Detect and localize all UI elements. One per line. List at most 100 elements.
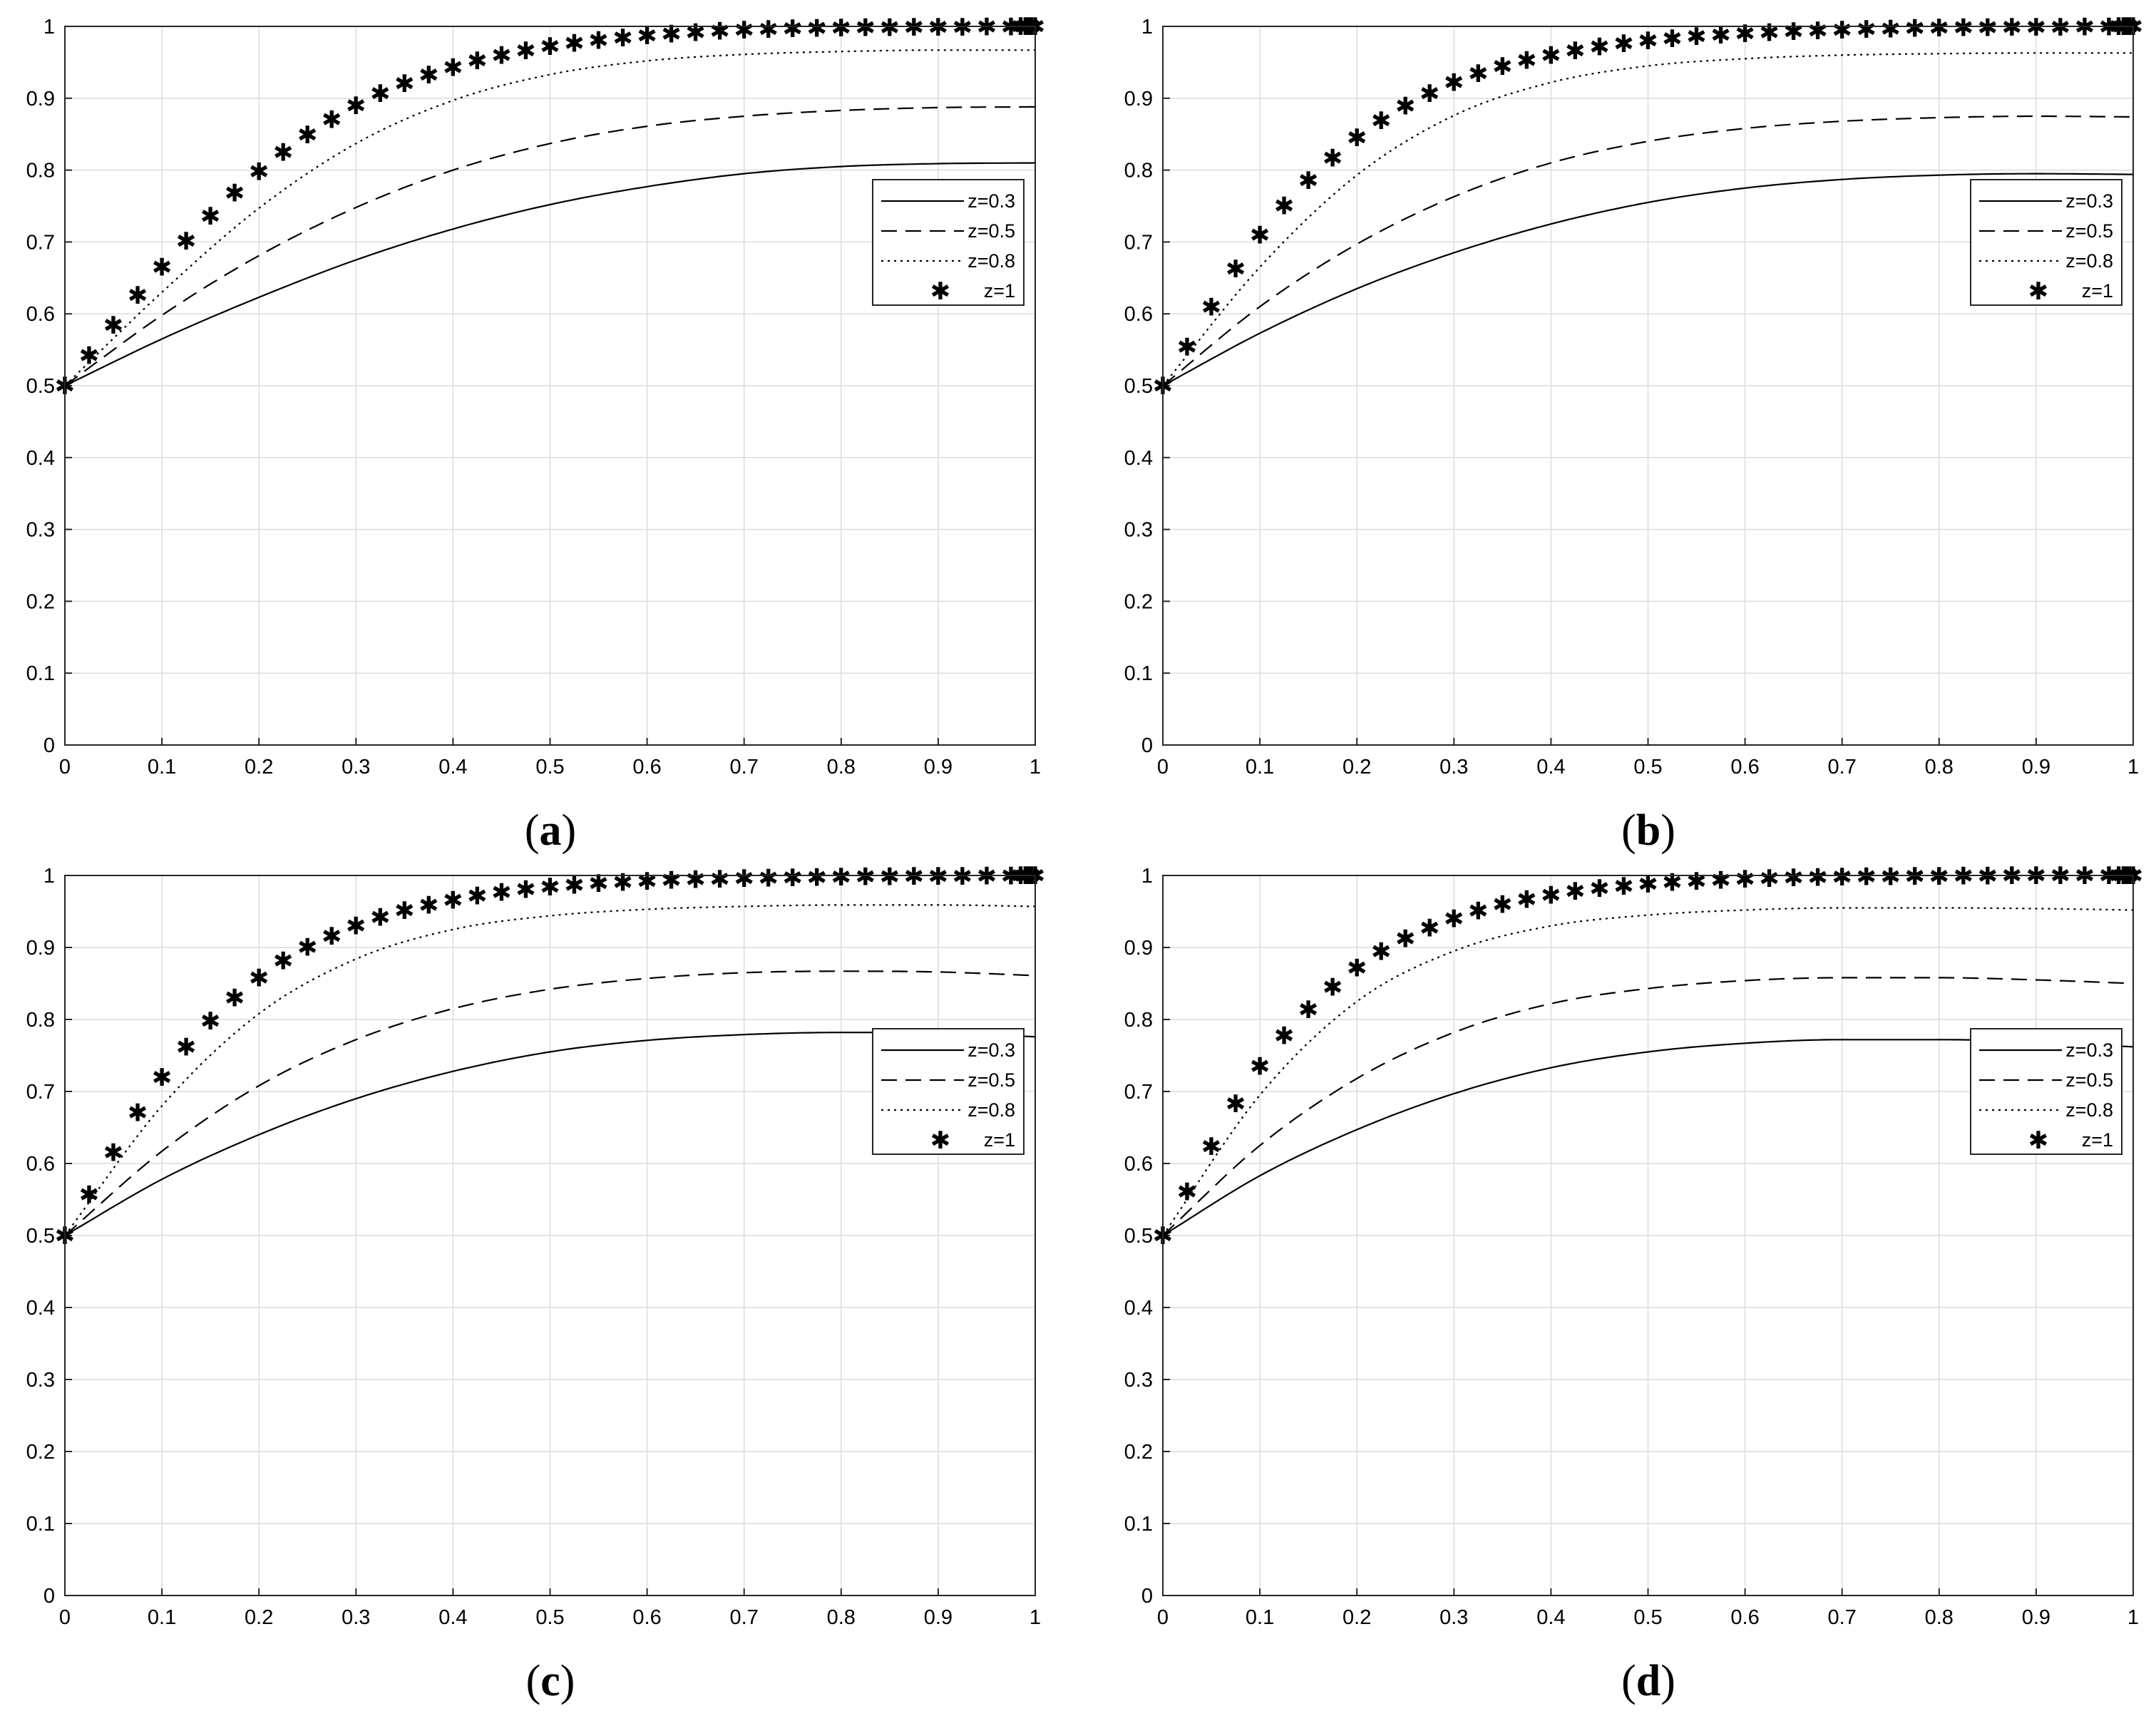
data-point-marker: ✱ [734,16,754,45]
series-line-z-0-8 [1162,52,2133,386]
axes-frame [64,26,1036,746]
data-point-marker: ✱ [1807,17,1828,46]
data-point-marker: ✱ [249,964,270,992]
data-point-marker: ✱ [1226,255,1246,284]
panel-label: (b) [1621,806,1675,855]
data-point-marker: ✱ [1323,144,1343,173]
data-point-marker: ✱ [1710,866,1731,895]
x-tick-label: 0.1 [1246,756,1274,779]
y-tick-label: 0.6 [26,1153,55,1176]
y-tick-label: 1 [1141,16,1153,38]
data-point-marker: ✱ [734,865,754,893]
panel-label: (d) [1621,1657,1675,1705]
chart-panel-d: 0 0.1 0.2 0.3 0.4 0.5 0.6 0.7 0.8 0.9 1 0 0.1 0.2 0.3 0… [1124,862,2144,1705]
data-point-marker: ✱ [1010,13,1031,41]
y-tick-label: 0.4 [26,1297,55,1320]
legend-entry-label: z=0.8 [2065,250,2113,272]
data-point-marker: ✱ [1686,23,1707,51]
y-tick-label: 0.9 [1124,937,1153,960]
legend-entry-label: z=0.8 [2065,1099,2113,1121]
y-tick-label: 0.9 [1124,88,1153,111]
data-point-marker: ✱ [1565,37,1586,66]
chart-panel-b: 0 0.1 0.2 0.3 0.4 0.5 0.6 0.7 0.8 0.9 1 0 0.1 0.2 0.3 0… [1124,13,2144,855]
y-tick-label: 0.5 [26,375,55,398]
data-point-marker: ✱ [1613,873,1634,901]
legend-entry-label: z=0.3 [967,1039,1015,1061]
x-tick-label: 0.5 [1633,756,1662,779]
data-point-marker: ✱ [904,14,925,42]
x-tick-label: 0.9 [2022,1606,2050,1629]
x-tick-label: 0.3 [1439,756,1468,779]
data-point-marker: ✱ [1516,885,1537,914]
data-point-marker: ✱ [1954,14,1974,43]
x-tick-label: 0.2 [1343,1606,1371,1629]
data-point-marker: ✱ [225,985,245,1013]
data-point-marker: ✱ [1759,19,1780,47]
data-point-marker: ✱ [1832,863,1852,892]
data-point-marker: ✱ [200,202,221,231]
data-point-marker: ✱ [928,863,949,891]
y-tick-label: 0.2 [26,590,55,613]
data-point-marker: ✱ [856,863,876,892]
data-point-marker: ✱ [1177,333,1198,361]
legend-entry-label: z=0.3 [2065,1039,2113,1061]
data-point-marker: ✱ [1015,13,1036,41]
x-tick-label: 0 [1157,1606,1169,1629]
data-point-marker: ✱ [1613,30,1634,58]
data-point-marker: ✱ [79,342,100,371]
data-point-marker: ✱ [152,1064,173,1092]
y-tick-label: 1 [43,865,55,888]
data-point-marker: ✱ [807,15,828,43]
y-tick-label: 0.3 [26,519,55,542]
data-point-marker: ✱ [2050,14,2071,42]
data-point-marker: ✱ [1420,80,1440,108]
data-point-marker: ✱ [588,870,609,898]
y-tick-label: 0.9 [26,88,55,111]
x-tick-label: 0.7 [1828,1606,1857,1629]
data-point-marker: ✱ [128,282,148,310]
data-point-marker: ✱ [2026,14,2047,42]
y-tick-label: 0.8 [26,160,55,183]
legend: z=0.3 z=0.5 z=0.8 ✱ z=1 [872,179,1025,306]
data-point-marker: ✱ [758,864,779,893]
y-tick-label: 0.3 [1124,1369,1153,1392]
x-tick-label: 0.7 [730,1606,759,1629]
y-tick-label: 0 [43,1585,55,1608]
y-tick-label: 0.2 [26,1441,55,1464]
x-tick-label: 0.6 [632,756,661,779]
data-point-marker: ✱ [152,254,173,282]
x-tick-label: 0.5 [1633,1606,1662,1629]
y-tick-label: 0.4 [1124,447,1153,470]
legend-entry-label: z=1 [2082,280,2113,302]
x-tick-label: 0.4 [1536,1606,1565,1629]
data-point-marker: ✱ [2113,13,2134,41]
data-point-marker: ✱ [491,41,512,70]
x-tick-label: 0.3 [342,756,370,779]
data-point-marker: ✱ [783,15,804,43]
data-point-marker: ✱ [370,80,391,108]
y-tick-label: 1 [43,16,55,38]
data-point-marker: ✱ [2075,14,2095,42]
x-tick-label: 0.4 [438,756,467,779]
data-point-marker: ✱ [467,882,488,910]
data-point-marker: ✱ [977,863,997,891]
x-tick-label: 0.4 [1536,756,1565,779]
data-point-marker: ✱ [1881,15,1901,43]
y-tick-label: 0.3 [1124,519,1153,542]
y-tick-label: 0.2 [1124,590,1153,613]
data-point-marker: ✱ [297,934,318,962]
data-point-marker: ✱ [1905,15,1926,43]
axes-frame [1162,26,2134,746]
data-point-marker: ✱ [1323,974,1343,1002]
series-z-1-markers: ✱✱✱✱✱✱✱✱✱✱✱✱✱✱✱✱✱✱✱✱✱✱✱✱✱✱✱✱✱✱✱✱✱✱✱✱✱✱✱✱… [55,862,1046,1250]
data-point-marker: ✱ [515,37,536,66]
x-tick-label: 0.7 [730,756,759,779]
data-point-marker: ✱ [540,33,560,61]
x-tick-label: 0 [59,756,71,779]
y-tick-label: 0.1 [26,662,55,685]
y-tick-label: 0.7 [26,1081,55,1104]
x-tick-label: 0.4 [438,1606,467,1629]
y-tick-label: 0.1 [26,1513,55,1536]
data-point-marker: ✱ [515,876,536,905]
y-tick-label: 0.2 [1124,1441,1153,1464]
